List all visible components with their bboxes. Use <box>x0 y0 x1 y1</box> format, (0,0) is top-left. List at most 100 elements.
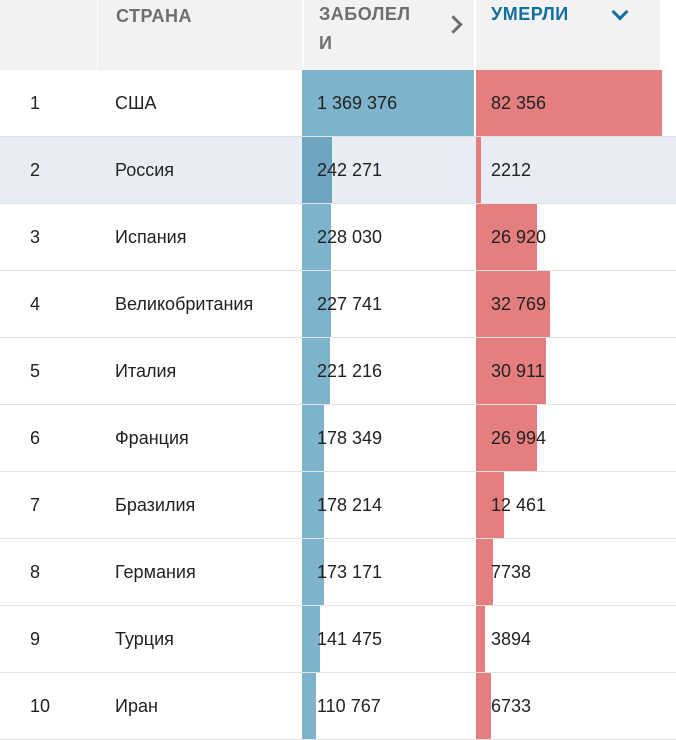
header-cases-label-line2: И <box>319 33 333 53</box>
deaths-bar <box>476 606 485 672</box>
cases-bar <box>302 70 474 136</box>
deaths-cell: 12 461 <box>476 472 662 538</box>
cases-cell: 110 767 <box>302 673 474 739</box>
cases-value: 227 741 <box>317 294 383 314</box>
deaths-bar <box>476 70 662 136</box>
deaths-bar <box>476 204 537 270</box>
cases-bar <box>302 472 324 538</box>
deaths-value: 30 911 <box>491 361 545 381</box>
cases-value: 228 030 <box>317 227 383 247</box>
country-cell: Италия <box>115 361 177 381</box>
country-cell: Иран <box>115 696 158 716</box>
cases-value: 110 767 <box>317 696 381 716</box>
cases-value: 1 369 376 <box>317 93 398 113</box>
cases-value: 173 171 <box>317 562 383 582</box>
deaths-value: 2212 <box>491 160 532 180</box>
cases-cell: 141 475 <box>302 606 474 672</box>
rank-cell: 7 <box>30 495 41 515</box>
cases-bar <box>302 137 332 203</box>
deaths-value: 26 994 <box>491 428 547 448</box>
country-cell: Германия <box>115 562 196 582</box>
deaths-cell: 7738 <box>476 539 662 605</box>
table-body: 1 США 1 369 376 82 356 2 Россия 242 271 2212 3 Ис… <box>0 70 676 740</box>
cases-bar <box>302 204 331 270</box>
header-cases-label: ЗАБОЛЕЛ И <box>319 0 448 58</box>
table-row[interactable]: 1 США 1 369 376 82 356 <box>0 70 676 137</box>
country-cell: Турция <box>115 629 174 649</box>
table-row[interactable]: 10 Иран 110 767 6733 <box>0 673 676 740</box>
table-row[interactable]: 7 Бразилия 178 214 12 461 <box>0 472 676 539</box>
deaths-value: 12 461 <box>491 495 547 515</box>
header-deaths-sort[interactable]: УМЕРЛИ <box>474 0 660 70</box>
deaths-cell: 26 994 <box>476 405 662 471</box>
cases-cell: 242 271 <box>302 137 474 203</box>
deaths-cell: 3894 <box>476 606 662 672</box>
cases-value: 178 214 <box>317 495 383 515</box>
cases-cell: 227 741 <box>302 271 474 337</box>
table-row[interactable]: 8 Германия 173 171 7738 <box>0 539 676 606</box>
cases-bar <box>302 405 324 471</box>
deaths-value: 6733 <box>491 696 532 716</box>
cases-bar <box>302 606 320 672</box>
deaths-value: 3894 <box>491 629 532 649</box>
country-cell: США <box>115 93 157 113</box>
table-row[interactable]: 5 Италия 221 216 30 911 <box>0 338 676 405</box>
cases-cell: 178 349 <box>302 405 474 471</box>
rank-cell: 5 <box>30 361 41 381</box>
header-rank <box>0 0 97 70</box>
deaths-bar <box>476 539 493 605</box>
deaths-cell: 30 911 <box>476 338 662 404</box>
cases-bar <box>302 673 316 739</box>
deaths-bar <box>476 338 546 404</box>
header-cases-sort[interactable]: ЗАБОЛЕЛ И <box>302 0 474 70</box>
country-cell: Франция <box>115 428 189 448</box>
deaths-bar <box>476 405 537 471</box>
deaths-cell: 82 356 <box>476 70 662 136</box>
table-row[interactable]: 6 Франция 178 349 26 994 <box>0 405 676 472</box>
rank-cell: 10 <box>30 696 51 716</box>
country-cell: Россия <box>115 160 175 180</box>
cases-bar <box>302 271 331 337</box>
rank-cell: 8 <box>30 562 41 582</box>
cases-value: 242 271 <box>317 160 383 180</box>
header-country[interactable]: СТРАНА <box>97 0 302 70</box>
cases-cell: 221 216 <box>302 338 474 404</box>
table-row[interactable]: 3 Испания 228 030 26 920 <box>0 204 676 271</box>
rank-cell: 2 <box>30 160 41 180</box>
deaths-value: 82 356 <box>491 93 547 113</box>
deaths-cell: 32 769 <box>476 271 662 337</box>
deaths-value: 7738 <box>491 562 532 582</box>
table-row[interactable]: 9 Турция 141 475 3894 <box>0 606 676 673</box>
deaths-cell: 26 920 <box>476 204 662 270</box>
rank-cell: 6 <box>30 428 41 448</box>
deaths-value: 26 920 <box>491 227 547 247</box>
header-country-label: СТРАНА <box>116 6 192 26</box>
rank-cell: 3 <box>30 227 41 247</box>
cases-bar <box>302 539 324 605</box>
deaths-bar <box>476 673 491 739</box>
country-cell: Великобритания <box>115 294 254 314</box>
cases-bar <box>302 338 330 404</box>
chevron-down-icon <box>611 3 629 21</box>
table-row[interactable]: 2 Россия 242 271 2212 <box>0 137 676 204</box>
rank-cell: 4 <box>30 294 41 314</box>
table-row[interactable]: 4 Великобритания 227 741 32 769 <box>0 271 676 338</box>
cases-cell: 173 171 <box>302 539 474 605</box>
cases-value: 221 216 <box>317 361 383 381</box>
cases-value: 178 349 <box>317 428 383 448</box>
deaths-bar <box>476 472 504 538</box>
deaths-cell: 6733 <box>476 673 662 739</box>
header-cases-label-line1: ЗАБОЛЕЛ <box>319 4 411 24</box>
deaths-value: 32 769 <box>491 294 547 314</box>
table-header: СТРАНА ЗАБОЛЕЛ И УМЕРЛИ <box>0 0 676 70</box>
deaths-bar <box>476 137 481 203</box>
rank-cell: 9 <box>30 629 41 649</box>
deaths-bar <box>476 271 550 337</box>
country-cell: Испания <box>115 227 187 247</box>
cases-cell: 228 030 <box>302 204 474 270</box>
cases-value: 141 475 <box>317 629 383 649</box>
deaths-cell: 2212 <box>476 137 662 203</box>
cases-cell: 178 214 <box>302 472 474 538</box>
cases-cell: 1 369 376 <box>302 70 474 136</box>
